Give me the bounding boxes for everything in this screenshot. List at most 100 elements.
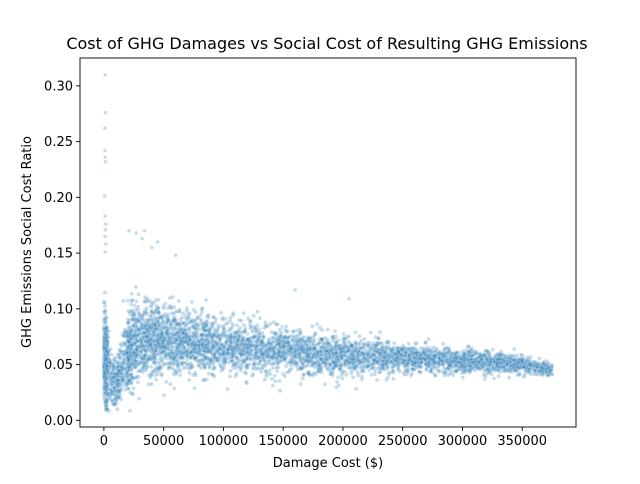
scatter-point: [277, 342, 282, 347]
scatter-point: [217, 350, 222, 355]
scatter-point: [456, 364, 462, 369]
scatter-point: [126, 364, 132, 370]
scatter-point: [223, 321, 228, 327]
scatter-point: [372, 353, 377, 358]
scatter-point: [297, 352, 302, 357]
scatter-point: [297, 332, 302, 337]
scatter-point: [273, 379, 278, 384]
scatter-point: [244, 343, 249, 348]
scatter-point: [454, 369, 459, 374]
scatter-point: [328, 371, 333, 377]
scatter-point: [118, 342, 123, 347]
scatter-point: [293, 333, 299, 338]
scatter-point: [220, 317, 225, 322]
scatter-point: [460, 375, 465, 380]
points-layer: [101, 72, 555, 414]
scatter-point: [164, 379, 169, 385]
scatter-point: [481, 372, 486, 378]
scatter-point: [199, 310, 204, 315]
scatter-point: [277, 327, 282, 333]
scatter-point: [291, 328, 297, 334]
scatter-point: [131, 324, 136, 329]
scatter-point: [178, 353, 183, 358]
scatter-point: [182, 345, 187, 350]
scatter-point: [258, 359, 263, 364]
scatter-point: [340, 376, 345, 381]
scatter-point: [355, 370, 360, 375]
scatter-point: [408, 373, 414, 378]
scatter-point: [191, 307, 196, 313]
scatter-point: [518, 352, 524, 357]
scatter-point: [426, 336, 431, 342]
scatter-point: [173, 317, 178, 322]
scatter-point: [489, 372, 494, 377]
scatter-point: [138, 348, 143, 354]
scatter-point: [179, 315, 185, 320]
scatter-point: [272, 360, 277, 366]
scatter-point: [146, 382, 151, 387]
scatter-point: [225, 347, 231, 352]
scatter-point: [148, 314, 154, 320]
scatter-point: [213, 355, 218, 360]
scatter-point: [127, 379, 132, 384]
scatter-point: [144, 326, 149, 332]
scatter-point: [285, 328, 290, 334]
scatter-point: [274, 322, 279, 327]
scatter-point: [402, 372, 407, 377]
scatter-point: [245, 362, 250, 368]
scatter-point: [210, 372, 215, 377]
scatter-point: [140, 343, 146, 349]
scatter-point: [195, 316, 201, 321]
scatter-point: [502, 353, 507, 359]
scatter-point: [287, 334, 292, 339]
scatter-point: [319, 337, 324, 342]
scatter-point: [335, 375, 341, 380]
scatter-point: [346, 346, 352, 352]
scatter-point: [244, 379, 249, 384]
scatter-point: [279, 358, 284, 363]
scatter-point: [437, 368, 442, 373]
scatter-point: [257, 315, 263, 321]
scatter-point: [179, 339, 185, 344]
scatter-point: [419, 352, 424, 357]
scatter-point: [490, 347, 495, 352]
scatter-point: [212, 351, 218, 357]
scatter-point: [353, 330, 358, 335]
scatter-point: [229, 326, 234, 332]
scatter-point: [219, 310, 224, 316]
scatter-point: [130, 392, 135, 397]
scatter-point: [336, 382, 341, 388]
scatter-point: [203, 297, 209, 303]
scatter-point: [497, 369, 503, 375]
scatter-point: [127, 324, 133, 330]
scatter-point: [173, 309, 179, 314]
scatter-point: [133, 307, 138, 313]
scatter-point: [157, 315, 163, 320]
scatter-point: [325, 327, 330, 332]
scatter-point: [440, 354, 445, 360]
scatter-point: [161, 325, 166, 330]
scatter-point: [418, 370, 424, 375]
scatter-point: [250, 366, 255, 372]
scatter-point: [264, 374, 269, 379]
scatter-point: [115, 407, 120, 412]
scatter-point: [121, 298, 126, 304]
scatter-point: [161, 393, 167, 398]
scatter-point: [274, 365, 279, 371]
scatter-point: [474, 350, 479, 355]
scatter-point: [181, 365, 186, 371]
scatter-point: [202, 365, 208, 370]
scatter-point: [344, 372, 349, 378]
scatter-point: [393, 351, 399, 357]
scatter-point: [124, 382, 129, 387]
scatter-point: [366, 363, 371, 368]
scatter-point: [274, 331, 279, 336]
scatter-point: [224, 339, 229, 344]
scatter-point: [240, 338, 245, 343]
scatter-point: [293, 339, 298, 345]
scatter-point: [260, 330, 265, 336]
scatter-point: [113, 355, 118, 360]
scatter-point: [282, 374, 288, 379]
scatter-point: [230, 321, 235, 327]
